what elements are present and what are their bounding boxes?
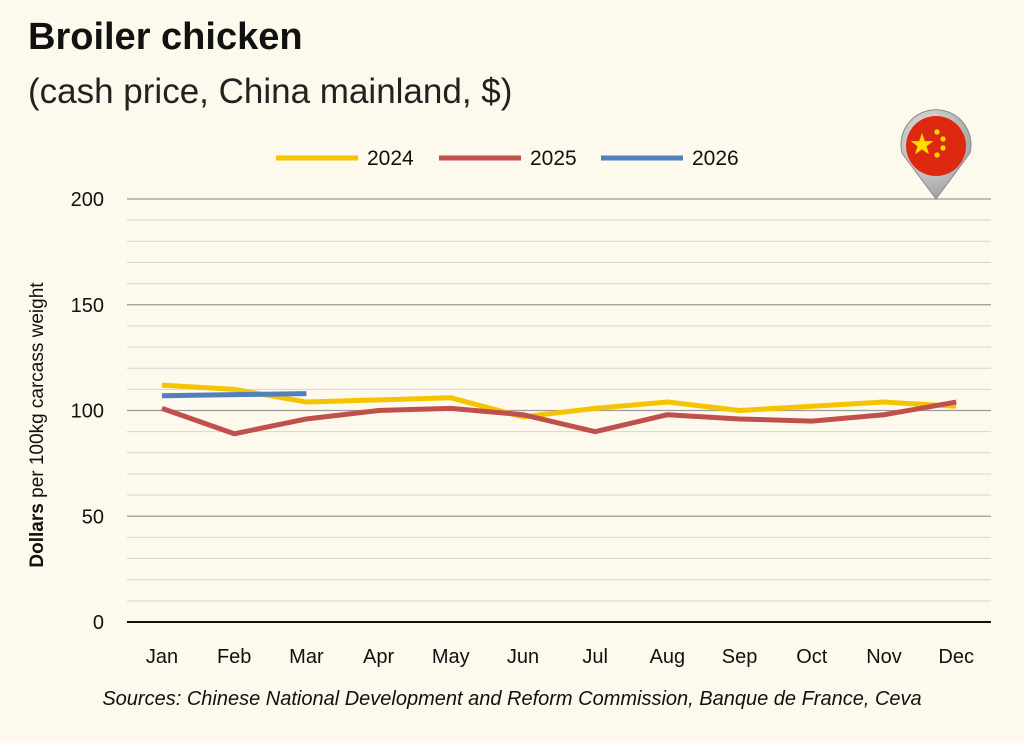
china-flag-map-pin-icon [900,109,972,200]
x-tick-label: Mar [289,646,324,668]
chart-title: Broiler chicken [28,16,303,58]
x-tick-label: Oct [796,646,828,668]
y-axis-label-bold: Dollars [27,503,48,567]
y-tick-label: 200 [71,189,104,211]
series-lines [161,382,957,437]
y-axis-label: Dollars per 100kg carcass weight [27,282,48,568]
legend-label-2026: 2026 [692,147,739,170]
y-tick-label: 50 [82,506,104,528]
x-tick-label: Sep [722,646,758,668]
y-axis-label-rest: per 100kg carcass weight [27,282,48,503]
source-note: Sources: Chinese National Development an… [102,688,922,710]
legend-label-2024: 2024 [367,147,414,170]
x-tick-label: Feb [217,646,251,668]
y-tick-label: 100 [71,401,104,423]
x-tick-label: Aug [650,646,686,668]
x-tick-label: May [432,646,470,668]
series-line-2025 [161,399,957,437]
series-line-2026 [161,391,307,399]
series-line-2024 [161,382,957,420]
x-tick-label: Apr [363,646,394,668]
minor-gridlines [127,219,991,602]
legend-label-2025: 2025 [530,147,577,170]
x-tick-label: Jan [146,646,178,668]
x-axis-tick-labels: Jan Feb Mar Apr May Jun Jul Aug Sep Oct Nov Dec [146,646,974,668]
y-tick-label: 0 [93,612,104,634]
chart-subtitle: (cash price, China mainland, $) [28,72,513,111]
legend: 2024 2025 2026 [276,147,739,170]
x-tick-label: Jul [582,646,608,668]
y-tick-label: 150 [71,295,104,317]
y-axis-tick-labels: 0 50 100 150 200 [71,189,104,634]
x-tick-label: Nov [866,646,902,668]
x-tick-label: Jun [507,646,539,668]
x-tick-label: Dec [938,646,974,668]
